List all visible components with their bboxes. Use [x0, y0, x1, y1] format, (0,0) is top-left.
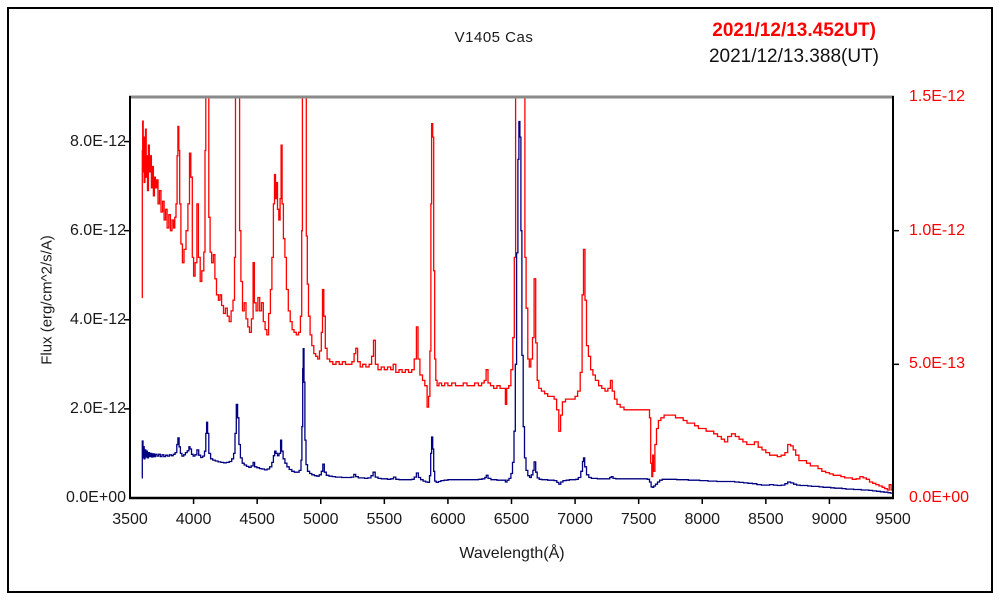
y-right-tick-label: 1.5E-12	[909, 88, 966, 105]
x-axis-label: Wavelength(Å)	[459, 545, 565, 562]
y-left-tick-label: 0.0E+00	[65, 489, 126, 506]
x-tick-label: 5500	[366, 511, 403, 528]
y-left-tick-label: 2.0E-12	[69, 399, 126, 417]
x-tick-label: 8000	[684, 511, 721, 528]
spectrum-red-line	[141, 96, 894, 493]
y-left-tick-label: 4.0E-12	[69, 310, 126, 328]
spectrum-navy-line	[141, 120, 894, 494]
x-tick-label: 6500	[493, 511, 530, 528]
x-tick-label: 3500	[112, 511, 148, 528]
x-tick-label: 7500	[620, 511, 657, 528]
legend-date-black: 2021/12/13.388(UT)	[708, 46, 879, 67]
legend-date-red: 2021/12/13.452UT)	[712, 20, 876, 41]
x-tick-label: 9000	[811, 511, 848, 528]
x-tick-label: 7000	[557, 511, 593, 528]
y-right-tick-label: 5.0E-13	[909, 355, 966, 373]
y-left-tick-label: 6.0E-12	[69, 221, 126, 239]
chart-title: V1405 Cas	[454, 29, 534, 46]
x-tick-label: 4000	[175, 511, 212, 528]
x-tick-label: 8500	[748, 511, 784, 528]
x-tick-label: 4500	[239, 511, 275, 528]
x-tick-label: 6000	[430, 511, 466, 528]
y-right-tick-label: 1.0E-12	[909, 221, 966, 239]
x-tick-label: 5000	[302, 511, 339, 528]
y-right-tick-label: 0.0E+00	[909, 489, 970, 506]
x-tick-label: 9500	[875, 511, 911, 528]
y-left-tick-label: 8.0E-12	[69, 132, 126, 150]
